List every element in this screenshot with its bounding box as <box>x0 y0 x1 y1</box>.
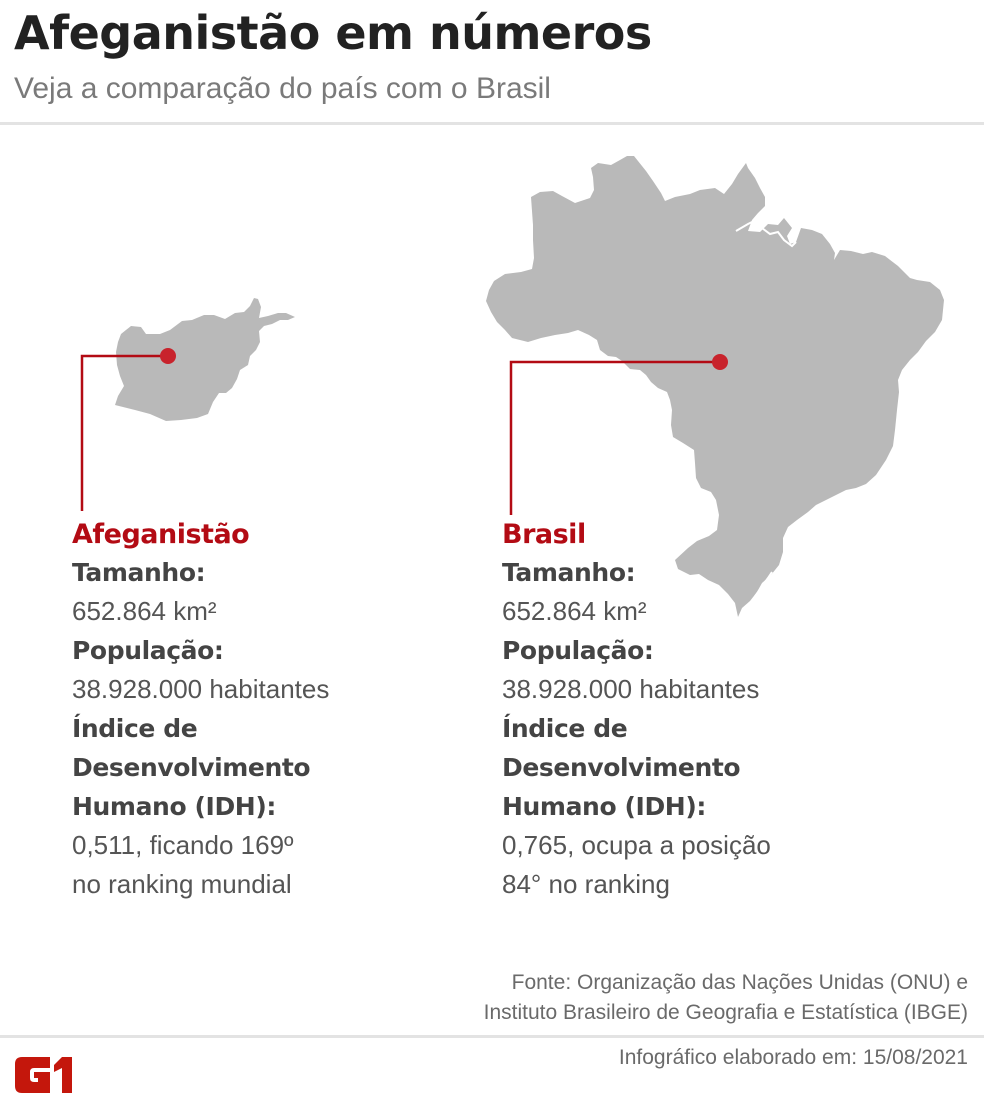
size-value: 652.864 km² <box>502 596 647 626</box>
brazil-lagoon-detail <box>749 571 773 605</box>
hdi-label-line3: Humano (IDH): <box>502 792 706 821</box>
hdi-label-line2: Desenvolvimento <box>502 753 741 782</box>
header-divider <box>0 122 984 125</box>
hdi-label-line1: Índice de <box>72 714 198 743</box>
brazil-leader-line <box>509 360 720 515</box>
footer-divider <box>0 1035 984 1038</box>
page-subtitle: Veja a comparação do país com o Brasil <box>14 72 551 105</box>
source-line-1: Fonte: Organização das Nações Unidas (ON… <box>511 971 968 994</box>
hdi-value-line2: no ranking mundial <box>72 869 292 899</box>
brazil-map <box>486 156 944 617</box>
afghanistan-info: Afeganistão Tamanho: 652.864 km² Populaç… <box>72 517 329 904</box>
country-name: Brasil <box>502 519 586 550</box>
source-line-2: Instituto Brasileiro de Geografia e Esta… <box>483 1001 968 1024</box>
brazil-river-detail <box>735 204 797 248</box>
hdi-value-line1: 0,511, ficando 169º <box>72 830 294 860</box>
population-value: 38.928.000 habitantes <box>502 674 760 704</box>
page-title: Afeganistão em números <box>14 6 652 60</box>
population-value: 38.928.000 habitantes <box>72 674 330 704</box>
country-name: Afeganistão <box>72 519 250 550</box>
hdi-label-line2: Desenvolvimento <box>72 753 311 782</box>
afghanistan-marker <box>160 348 176 364</box>
size-value: 652.864 km² <box>72 596 217 626</box>
creation-date: Infográfico elaborado em: 15/08/2021 <box>618 1046 968 1069</box>
hdi-value-line2: 84° no ranking <box>502 869 670 899</box>
population-label: População: <box>502 636 654 665</box>
hdi-value-line1: 0,765, ocupa a posição <box>502 830 771 860</box>
g1-logo: G1 <box>14 1056 72 1093</box>
hdi-label-line1: Índice de <box>502 714 628 743</box>
brazil-info: Brasil Tamanho: 652.864 km² População: 3… <box>502 517 771 904</box>
source-note: Fonte: Organização das Nações Unidas (ON… <box>484 968 968 1028</box>
size-label: Tamanho: <box>502 558 636 587</box>
hdi-label-line3: Humano (IDH): <box>72 792 276 821</box>
brazil-marker <box>712 354 728 370</box>
afghanistan-map <box>115 298 295 421</box>
afghanistan-leader-line <box>80 354 168 511</box>
svg-text:G1: G1 <box>14 1056 16 1057</box>
population-label: População: <box>72 636 224 665</box>
size-label: Tamanho: <box>72 558 206 587</box>
